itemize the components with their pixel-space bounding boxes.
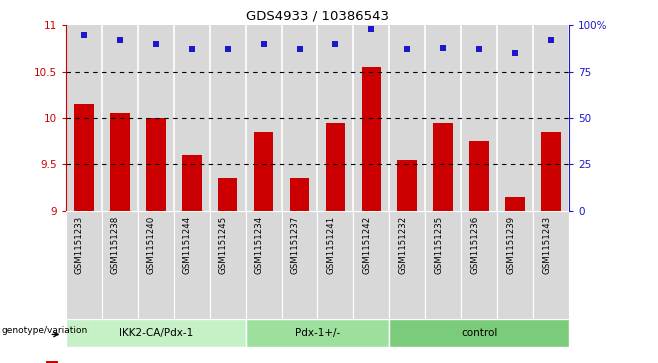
Point — [546, 37, 557, 43]
Text: GSM1151237: GSM1151237 — [291, 216, 299, 274]
Text: GSM1151236: GSM1151236 — [470, 216, 479, 274]
Bar — [425, 211, 461, 319]
Bar — [397, 160, 417, 211]
Bar — [245, 211, 282, 319]
Bar — [361, 67, 381, 211]
Text: GSM1151233: GSM1151233 — [75, 216, 84, 274]
Text: GSM1151245: GSM1151245 — [218, 216, 228, 274]
Bar — [461, 211, 497, 319]
Bar — [497, 211, 533, 319]
Text: Pdx-1+/-: Pdx-1+/- — [295, 328, 340, 338]
Bar — [434, 123, 453, 211]
Text: GSM1151234: GSM1151234 — [255, 216, 264, 274]
Bar — [469, 141, 489, 211]
Point — [78, 32, 89, 37]
Bar — [505, 197, 525, 211]
Bar — [542, 132, 561, 211]
Point — [474, 46, 484, 52]
Bar — [66, 211, 102, 319]
Point — [402, 46, 413, 52]
Text: GSM1151243: GSM1151243 — [542, 216, 551, 274]
Bar — [390, 211, 425, 319]
Text: genotype/variation: genotype/variation — [1, 326, 88, 335]
Text: GSM1151244: GSM1151244 — [183, 216, 191, 274]
Bar — [66, 319, 245, 347]
Text: control: control — [461, 328, 497, 338]
Title: GDS4933 / 10386543: GDS4933 / 10386543 — [246, 10, 389, 23]
Point — [438, 45, 449, 50]
Point — [222, 46, 233, 52]
Bar — [317, 211, 353, 319]
Text: IKK2-CA/Pdx-1: IKK2-CA/Pdx-1 — [118, 328, 193, 338]
Bar — [245, 319, 390, 347]
Bar — [254, 132, 274, 211]
Bar — [110, 113, 130, 211]
Text: GSM1151240: GSM1151240 — [147, 216, 156, 274]
Bar — [210, 211, 245, 319]
Text: GSM1151242: GSM1151242 — [363, 216, 371, 274]
Bar — [46, 361, 58, 363]
Bar — [353, 211, 390, 319]
Bar — [138, 211, 174, 319]
Bar — [533, 211, 569, 319]
Text: GSM1151238: GSM1151238 — [111, 216, 120, 274]
Text: GSM1151235: GSM1151235 — [434, 216, 443, 274]
Text: GSM1151232: GSM1151232 — [398, 216, 407, 274]
Bar — [146, 118, 166, 211]
Point — [294, 46, 305, 52]
Point — [510, 50, 520, 56]
Bar — [390, 319, 569, 347]
Bar — [174, 211, 210, 319]
Bar — [282, 211, 317, 319]
Bar — [182, 155, 201, 211]
Point — [151, 41, 161, 47]
Point — [114, 37, 125, 43]
Point — [330, 41, 341, 47]
Bar — [218, 178, 238, 211]
Bar — [326, 123, 345, 211]
Point — [186, 46, 197, 52]
Text: GSM1151239: GSM1151239 — [506, 216, 515, 274]
Point — [366, 26, 376, 32]
Bar — [74, 104, 93, 211]
Point — [259, 41, 269, 47]
Bar — [102, 211, 138, 319]
Bar — [290, 178, 309, 211]
Text: GSM1151241: GSM1151241 — [326, 216, 336, 274]
